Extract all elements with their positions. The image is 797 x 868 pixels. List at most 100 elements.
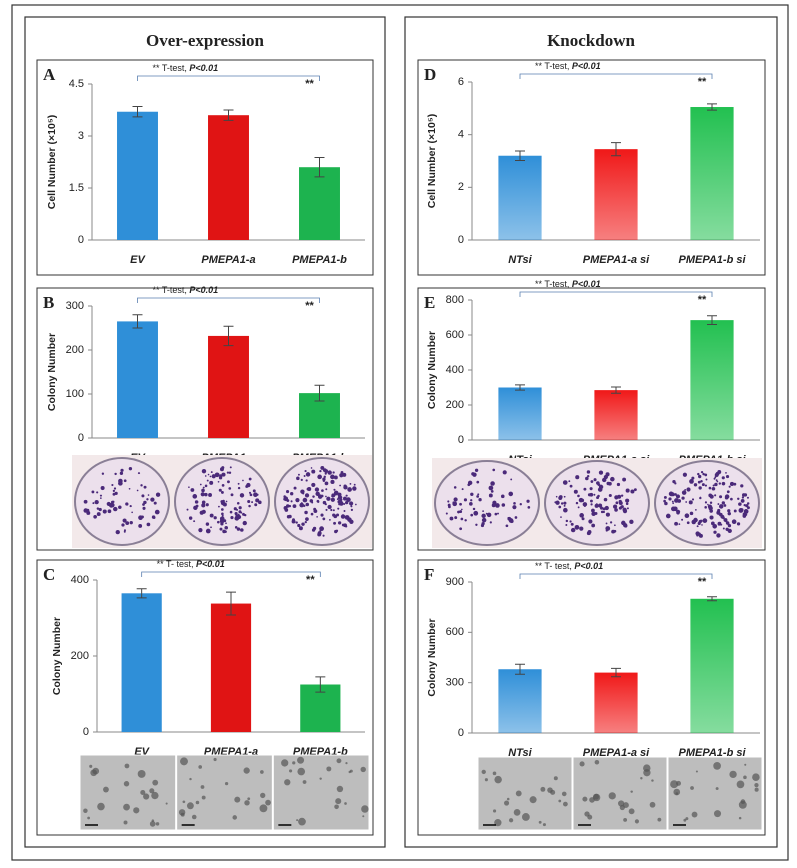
colony [123,820,128,825]
colony [123,803,130,811]
colony [347,487,352,492]
colony [745,504,749,508]
x-tick-label: EV [130,254,146,266]
colony [510,478,513,481]
colony [597,483,601,486]
annotation-text: ** T-test, [153,63,190,73]
colony [345,494,348,497]
colony [247,797,251,801]
colony [149,788,155,794]
colony [476,495,479,498]
colony [704,484,708,487]
colony [194,500,199,504]
colony [209,475,212,478]
y-tick-label: 1.5 [69,182,84,194]
colony [553,776,558,781]
colony [704,501,708,504]
colony [579,526,584,531]
colony [583,487,587,491]
error-bar [136,588,147,599]
colony [122,518,127,523]
colony [234,512,238,516]
colony [211,474,216,479]
colony [136,489,139,492]
colony [350,508,354,512]
colony [325,495,327,498]
colony [608,792,616,800]
colony [713,762,721,770]
colony [295,521,298,524]
colony [612,504,618,509]
colony [332,509,335,512]
colony [94,500,99,505]
colony [736,780,745,789]
colony [588,519,593,524]
x-tick-label: PMEPA1-b si [678,747,746,759]
colony [249,493,253,497]
colony [623,818,628,822]
colony [96,507,100,510]
colony [594,512,598,515]
colony [670,780,679,789]
colony [283,495,286,498]
colony [307,486,312,492]
colony [141,494,145,498]
bar [121,593,162,732]
colony [305,517,309,521]
annotation: ** T-test, P<0.01 [535,61,601,71]
colony [582,796,588,802]
annotation: ** T- test, P<0.01 [157,559,225,569]
colony [131,511,133,514]
colony [303,475,306,477]
colony [502,470,507,475]
plate [434,460,540,546]
colony [285,504,290,508]
y-axis-label: Cell Number (×10⁵) [426,114,438,209]
colony [128,466,133,471]
colony [463,498,468,502]
error-bar [611,142,621,157]
annotation-text: ** T- test, [157,559,196,569]
colony [459,527,463,531]
annotation: ** T-test, P<0.01 [153,63,219,73]
colony [337,492,342,497]
colony [464,519,467,522]
colony [708,493,713,498]
colony [594,759,600,765]
error-bar [223,109,234,121]
colony [206,479,209,482]
significance-bracket [137,297,320,303]
colony [697,521,701,526]
colony [154,509,160,515]
colony [690,786,694,790]
annotation: ** T-test, P<0.01 [535,279,601,289]
colony [214,472,220,478]
colony [490,490,494,493]
plate [274,457,370,546]
colony [513,808,521,816]
colony [87,816,90,820]
colony [618,499,622,504]
colony [473,510,479,516]
colony [349,769,353,773]
significance-mark: ** [305,300,314,312]
colony [305,479,308,482]
colony [83,508,88,513]
colony [663,495,667,499]
colony [239,493,245,498]
colony [253,492,258,498]
colony [125,521,130,525]
colony [229,510,233,514]
y-axis-label: Colony Number [51,617,63,695]
colony [699,519,703,523]
colony [325,488,328,491]
annotation-text: ** T- test, [535,561,574,571]
micrograph [572,756,668,831]
error-bar [515,663,525,675]
colony [622,509,628,514]
colony [630,489,635,494]
colony [714,476,717,479]
y-axis-label: Cell Number (×10⁵) [46,115,58,210]
